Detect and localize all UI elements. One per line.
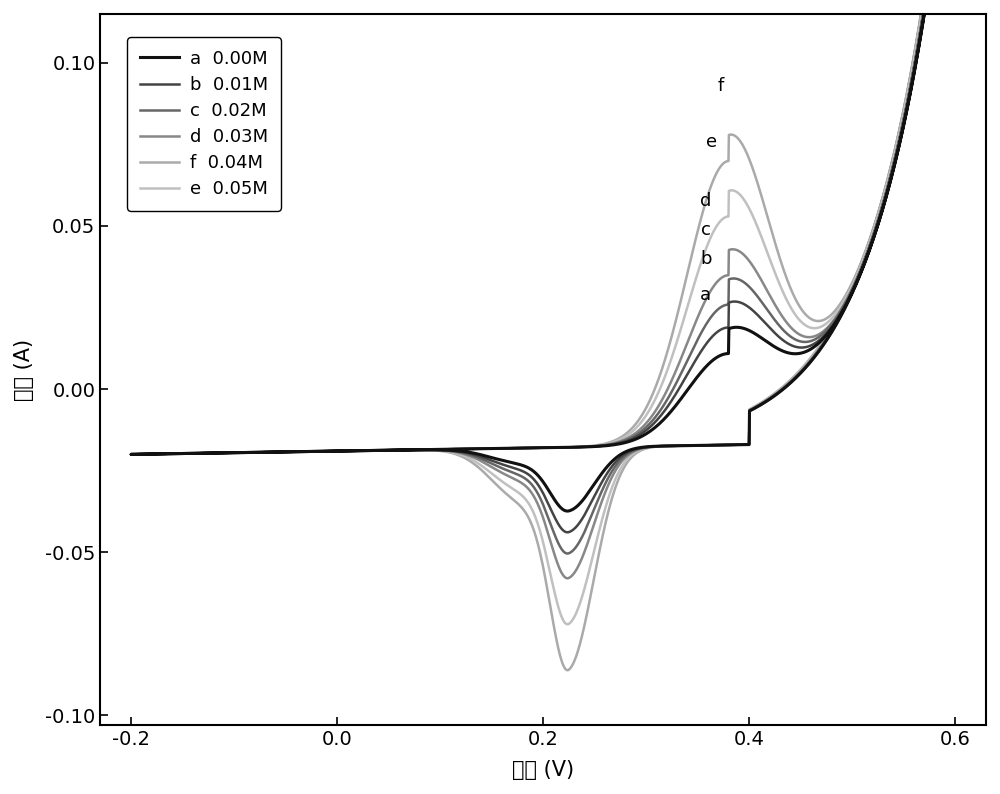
Text: b: b xyxy=(700,250,712,268)
X-axis label: 电压 (V): 电压 (V) xyxy=(512,760,574,781)
Text: e: e xyxy=(706,133,717,151)
Text: c: c xyxy=(701,221,711,239)
Legend: a  0.00M, b  0.01M, c  0.02M, d  0.03M, f  0.04M, e  0.05M: a 0.00M, b 0.01M, c 0.02M, d 0.03M, f 0.… xyxy=(127,37,281,211)
Text: d: d xyxy=(700,191,712,210)
Text: a: a xyxy=(700,287,711,304)
Text: f: f xyxy=(717,78,723,95)
Y-axis label: 电流 (A): 电流 (A) xyxy=(14,338,34,401)
